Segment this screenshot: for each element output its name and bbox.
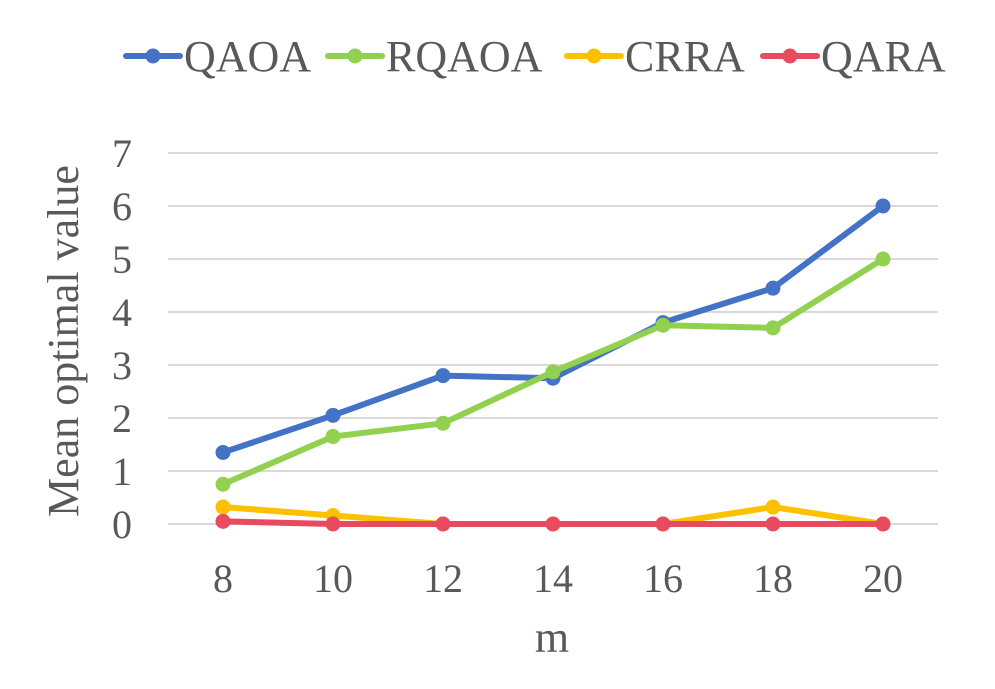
series-rqaoa <box>215 251 891 492</box>
data-point <box>765 320 781 336</box>
data-point <box>655 516 671 532</box>
y-tick-label: 2 <box>112 396 132 441</box>
x-tick-label: 12 <box>423 556 463 601</box>
data-point <box>545 516 561 532</box>
y-axis-ticks: 0 1 2 3 4 5 6 7 <box>112 131 132 547</box>
x-tick-label: 10 <box>313 556 353 601</box>
legend-marker <box>347 48 363 64</box>
y-tick-label: 5 <box>112 237 132 282</box>
data-point <box>325 429 341 445</box>
data-point <box>215 513 231 529</box>
legend-label: QAOA <box>184 32 311 81</box>
x-tick-label: 14 <box>533 556 573 601</box>
data-point <box>215 499 231 515</box>
x-axis-ticks: 8 10 12 14 16 18 20 <box>213 556 903 601</box>
legend-item-rqaoa: RQAOA <box>325 32 543 81</box>
legend-marker <box>145 48 161 64</box>
series-line <box>220 203 886 456</box>
x-tick-label: 20 <box>863 556 903 601</box>
data-point <box>765 516 781 532</box>
legend-item-qaoa: QAOA <box>123 32 311 81</box>
legend-marker <box>782 48 798 64</box>
data-point <box>765 499 781 515</box>
y-tick-label: 0 <box>112 502 132 547</box>
gridlines <box>168 152 938 525</box>
data-point <box>875 251 891 267</box>
legend-label: CRRA <box>625 32 745 81</box>
series-layer <box>215 198 891 532</box>
data-point <box>215 476 231 492</box>
data-point <box>875 516 891 532</box>
y-tick-label: 7 <box>112 131 132 176</box>
legend-marker <box>586 48 602 64</box>
data-point <box>655 317 671 333</box>
data-point <box>545 364 561 380</box>
y-tick-label: 4 <box>112 290 132 335</box>
y-tick-label: 3 <box>112 343 132 388</box>
data-point <box>435 516 451 532</box>
x-axis-title: m <box>535 613 569 662</box>
legend-item-qara: QARA <box>760 32 946 81</box>
y-axis-title: Mean optimal value <box>39 165 88 517</box>
x-tick-label: 16 <box>643 556 683 601</box>
x-tick-label: 18 <box>753 556 793 601</box>
data-point <box>765 280 781 296</box>
data-point <box>435 415 451 431</box>
chart-legend: QAOA RQAOA CRRA QARA <box>123 32 946 81</box>
legend-label: RQAOA <box>386 32 543 81</box>
data-point <box>215 444 231 460</box>
series-qara <box>215 513 891 532</box>
data-point <box>875 198 891 214</box>
y-tick-label: 1 <box>112 449 132 494</box>
data-point <box>435 368 451 384</box>
legend-item-crra: CRRA <box>564 32 745 81</box>
data-point <box>325 516 341 532</box>
series-qaoa <box>215 198 891 460</box>
y-tick-label: 6 <box>112 184 132 229</box>
legend-label: QARA <box>821 32 946 81</box>
data-point <box>325 407 341 423</box>
x-tick-label: 8 <box>213 556 233 601</box>
